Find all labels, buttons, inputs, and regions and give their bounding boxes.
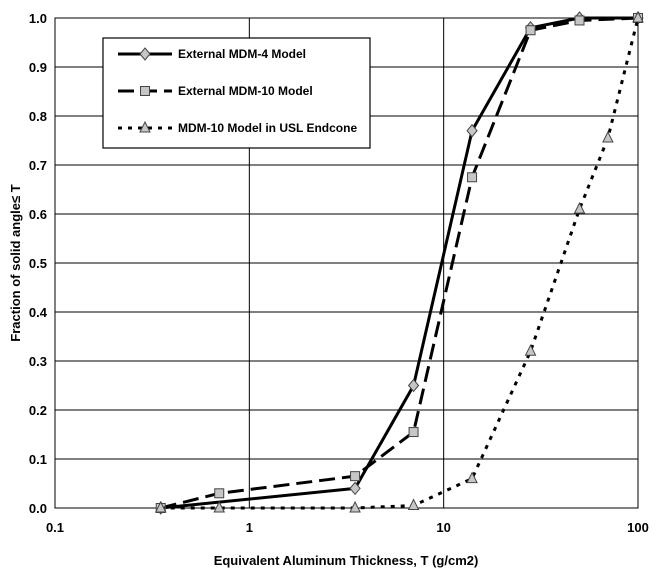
- x-tick-label: 0.1: [46, 520, 64, 535]
- data-point: [466, 471, 478, 484]
- legend-swatch-marker: [139, 120, 151, 133]
- legend-label: External MDM-4 Model: [178, 47, 306, 61]
- legend-label: MDM-10 Model in USL Endcone: [178, 121, 357, 135]
- data-point: [349, 500, 361, 513]
- legend-swatch-marker: [140, 86, 150, 96]
- y-tick-label: 0.2: [29, 403, 47, 418]
- x-tick-labels: 0.1 1 10 100: [46, 520, 649, 535]
- data-point: [574, 15, 585, 26]
- y-tick-label: 0.6: [29, 207, 47, 222]
- data-point: [407, 378, 420, 393]
- legend-entry: MDM-10 Model in USL Endcone: [118, 120, 357, 135]
- y-tick-label: 0.9: [29, 60, 47, 75]
- series-triangle: [154, 10, 644, 513]
- y-tick-label: 0.3: [29, 354, 47, 369]
- data-point: [154, 500, 167, 513]
- x-tick-label: 100: [627, 520, 649, 535]
- data-point: [214, 488, 225, 499]
- data-point: [213, 500, 226, 513]
- data-point: [407, 498, 420, 511]
- data-point: [524, 344, 537, 356]
- legend-entry: External MDM-10 Model: [118, 84, 313, 98]
- series-line: [160, 17, 640, 510]
- y-tick-label: 0.0: [29, 501, 47, 516]
- series-line: [160, 16, 639, 510]
- legend-label: External MDM-10 Model: [178, 84, 313, 98]
- y-axis-title: Fraction of solid angle≤ T: [8, 184, 23, 341]
- x-tick-label: 10: [436, 520, 450, 535]
- legend-items: External MDM-4 Model External MDM-10 Mode…: [118, 47, 357, 135]
- legend: External MDM-4 Model External MDM-10 Mode…: [102, 37, 371, 149]
- data-point: [573, 201, 586, 214]
- x-tick-label: 1: [246, 520, 253, 535]
- y-tick-label: 0.5: [29, 256, 47, 271]
- data-point: [632, 10, 644, 23]
- y-tick-label: 0.4: [29, 305, 48, 320]
- x-axis-title: Equivalent Aluminum Thickness, T (g/cm2): [214, 553, 479, 568]
- legend-swatch-marker: [139, 47, 151, 61]
- data-point: [467, 172, 478, 183]
- y-tick-label: 0.7: [29, 158, 47, 173]
- data-point: [466, 123, 478, 138]
- y-tick-labels: 0.0 0.1 0.2 0.3 0.4 0.5 0.6 0.7 0.8 0.9 1.0: [29, 11, 48, 516]
- data-point: [602, 130, 614, 143]
- series-group: [154, 10, 644, 515]
- legend-entry: External MDM-4 Model: [118, 47, 306, 61]
- y-tick-label: 0.1: [29, 452, 47, 467]
- y-tick-label: 1.0: [29, 11, 47, 26]
- y-tick-label: 0.8: [29, 109, 47, 124]
- data-point: [350, 471, 361, 482]
- data-point: [408, 427, 419, 438]
- data-point: [349, 481, 361, 496]
- data-point: [525, 25, 536, 36]
